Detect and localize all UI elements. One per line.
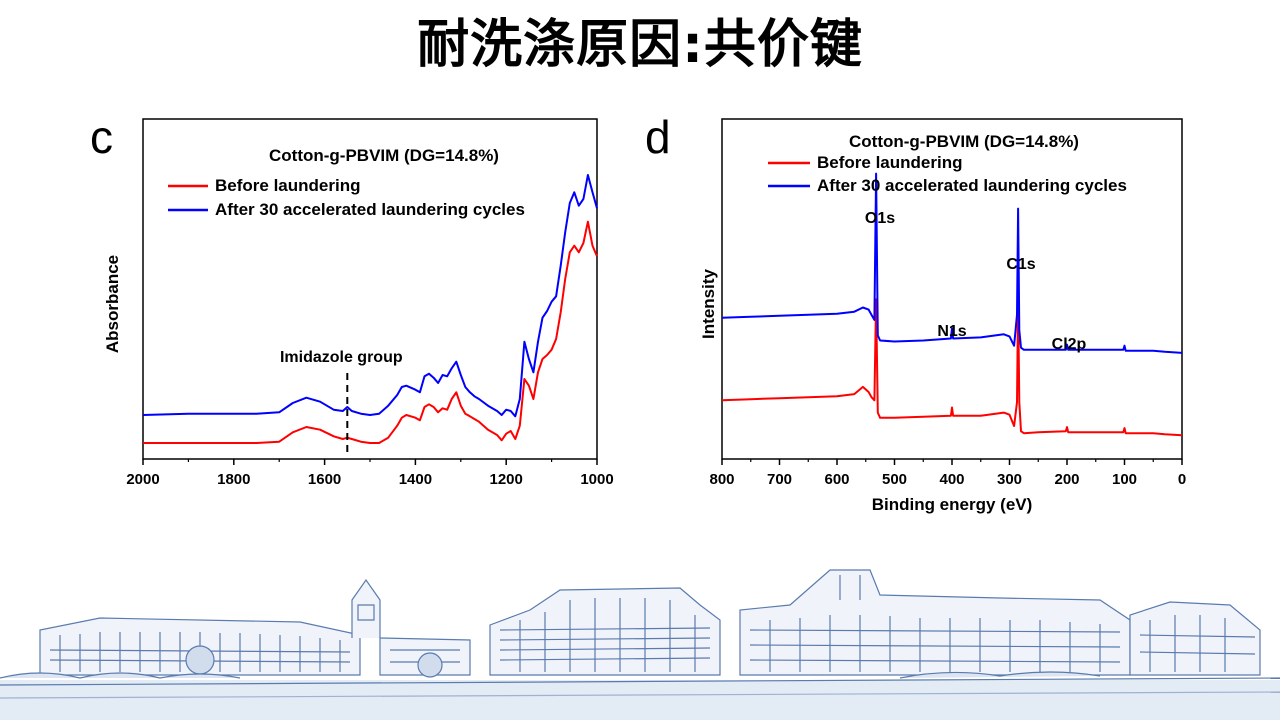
- x-tick-label: 1400: [399, 471, 432, 488]
- x-tick-label: 500: [882, 471, 907, 488]
- slide-title: 耐洗涤原因:共价键: [417, 15, 863, 75]
- plot-frame-c: [142, 118, 598, 460]
- peak-label: O1s: [865, 210, 895, 227]
- x-tick-label: 1800: [217, 471, 250, 488]
- x-tick-label: 800: [709, 471, 734, 488]
- x-tick-label: 0: [1178, 471, 1186, 488]
- chart-title: Cotton-g-PBVIM (DG=14.8%): [849, 132, 1079, 151]
- peak-label: Cl2p: [1052, 336, 1087, 353]
- campus-buildings-sketch: [0, 569, 1280, 720]
- series-line-after: [142, 174, 598, 418]
- y-axis-label: Intensity: [699, 269, 718, 339]
- chart-title: Cotton-g-PBVIM (DG=14.8%): [269, 146, 499, 165]
- peak-label: C1s: [1006, 256, 1035, 273]
- series-line-before: [721, 298, 1183, 437]
- x-tick-label: 1600: [308, 471, 341, 488]
- x-tick-label: 1200: [490, 471, 523, 488]
- x-tick-label: 400: [939, 471, 964, 488]
- series-line-before: [143, 220, 598, 444]
- x-tick-label: 1000: [580, 471, 613, 488]
- x-tick-label: 300: [997, 471, 1022, 488]
- legend-label: Before laundering: [215, 176, 360, 195]
- legend-label: After 30 accelerated laundering cycles: [817, 176, 1127, 195]
- x-tick-label: 700: [767, 471, 792, 488]
- panel-letter-c: c: [90, 111, 113, 163]
- annotation-label: Imidazole group: [280, 349, 403, 366]
- x-tick-label: 200: [1054, 471, 1079, 488]
- x-tick-label: 2000: [126, 471, 159, 488]
- x-tick-label: 100: [1112, 471, 1137, 488]
- legend-label: Before laundering: [817, 153, 962, 172]
- y-axis-label: Absorbance: [103, 255, 122, 353]
- panel-letter-d: d: [645, 111, 671, 163]
- peak-label: N1s: [937, 323, 966, 340]
- series-line-after: [721, 172, 1183, 354]
- x-axis-label: Binding energy (eV): [872, 495, 1033, 514]
- legend-label: After 30 accelerated laundering cycles: [215, 200, 525, 219]
- x-tick-label: 600: [824, 471, 849, 488]
